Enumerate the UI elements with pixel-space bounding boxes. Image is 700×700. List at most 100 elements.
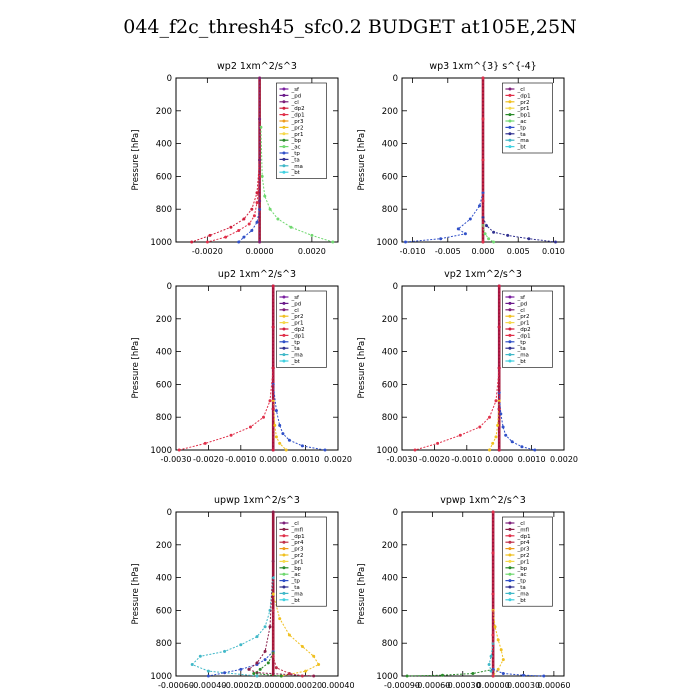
series-point [487,663,491,666]
series-point [496,423,500,427]
chart-panel-6: vpwp 1xm^2/s^3 Pressure [hPa] 0 200 400 600 80… [357,495,570,690]
series-point [485,224,488,228]
y-tick-label: 1000 [376,672,398,682]
legend-label: _ta [516,585,525,591]
y-tick-label: 1000 [376,238,398,248]
series-point [463,232,467,236]
y-tick-label: 200 [156,315,172,325]
series-point [487,237,491,241]
panel-title: vp2 1xm^2/s^3 [444,269,522,280]
legend-marker [282,157,286,161]
legend-label: _tp [290,151,300,157]
series-point [497,284,501,288]
series-point [255,201,259,205]
series-point [491,510,495,514]
legend-label: _tp [516,579,526,585]
legend-label: _pr2 [516,314,529,320]
series-point [237,240,241,244]
series-point [239,667,243,671]
legend-label: _ma [290,353,302,359]
series-point [287,438,291,442]
legend-label: _cl [516,521,525,527]
x-tick-label: -0.0010 [451,455,482,464]
legend-marker [282,340,286,344]
series-point [488,448,491,452]
y-tick-label: 800 [156,413,172,423]
legend-label: _ma [516,591,528,597]
series-point [247,222,251,226]
series-point [271,559,275,563]
series-line [407,668,494,677]
legend-label: _bt [516,359,526,365]
legend-marker [508,553,512,557]
x-tick-label: -0.00060 [158,681,194,690]
series-point [252,214,256,218]
series-point [206,674,210,678]
series-point [274,409,278,413]
plot-frame [401,511,565,677]
series-line [272,384,326,451]
series-point [497,366,501,370]
legend-marker [282,566,286,570]
legend-marker [508,333,512,337]
legend-box [276,82,327,179]
legend-marker [508,585,512,589]
series-point [494,435,498,439]
series-point [263,194,267,198]
x-tick-label: -0.00020 [223,681,259,690]
legend-marker [282,100,286,104]
series-point [489,654,493,658]
legend-label: _pr1 [290,132,303,138]
series-point [258,158,262,162]
series-point [287,633,291,637]
y-tick-label: 800 [382,639,398,649]
series-point [205,240,209,244]
legend-label: _pr1 [290,321,303,327]
series-point [404,240,407,244]
series-line [482,225,494,243]
series-point [497,325,501,329]
chart-panel-2: wp3 1xm^{3} s^{-4} Pressure [hPa] 0 200 400 6… [357,61,565,256]
series-point [271,510,275,514]
legend-label: _ac [290,145,300,151]
series-point [331,240,335,244]
series-point [481,191,485,195]
legend-marker [508,559,512,563]
y-tick-label: 400 [382,574,398,584]
legend-marker [282,572,286,576]
series-point [458,433,462,437]
legend-marker [508,106,512,110]
legend-marker [282,119,286,123]
series-point [190,663,194,666]
legend-marker [508,327,512,331]
legend-marker [508,138,512,142]
series-point [405,674,409,678]
series-point [274,435,278,439]
y-tick-label: 600 [156,380,172,390]
series-point [278,441,282,445]
x-tick-label: -0.00060 [414,681,450,690]
y-tick-label: 400 [156,574,172,584]
legend-marker [508,132,512,136]
series-point [499,648,503,652]
series-point [255,674,259,678]
legend-marker [282,327,286,331]
legend-label: _tp [290,579,300,585]
legend-marker [508,314,512,318]
series-point [481,199,485,203]
legend-marker [508,125,512,129]
x-tick-label: -0.00040 [190,681,226,690]
legend-marker [508,308,512,312]
legend-label: _pr4 [290,540,304,546]
x-tick-label: 0.0000 [259,455,287,464]
y-axis-label: Pressure [hPa] [357,564,367,625]
x-tick-label: -0.010 [400,247,426,256]
legend-label: _sf [516,295,526,301]
legend-label: _pr1 [516,321,529,327]
legend-marker [282,93,286,97]
series-point [271,448,275,452]
series-point [300,444,304,448]
legend-marker [282,579,286,583]
y-axis-label: Pressure [hPa] [131,564,141,625]
series-point [491,441,495,445]
